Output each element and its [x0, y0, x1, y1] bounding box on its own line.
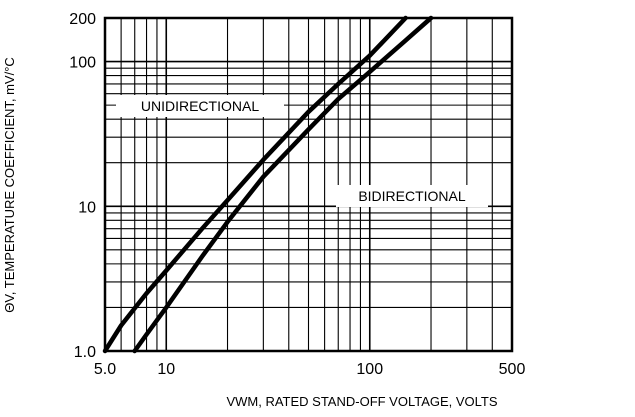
x-tick-label: 5.0	[94, 361, 116, 378]
x-tick-label: 500	[499, 361, 526, 378]
series-labels: UNIDIRECTIONAL BIDIRECTIONAL	[116, 95, 488, 207]
y-tick-label: 1.0	[74, 344, 96, 361]
y-axis-title: ΘV, TEMPERATURE COEFFICIENT, mV/°C	[2, 57, 17, 313]
grid-lines	[105, 18, 512, 351]
series-label-unidirectional: UNIDIRECTIONAL	[141, 98, 259, 114]
y-tick-label: 100	[69, 55, 96, 72]
x-axis-title: VWM, RATED STAND-OFF VOLTAGE, VOLTS	[226, 394, 497, 409]
x-tick-label: 10	[157, 361, 175, 378]
y-tick-label: 200	[69, 11, 96, 28]
y-tick-label: 10	[78, 199, 96, 216]
series-label-bidirectional: BIDIRECTIONAL	[358, 188, 466, 204]
x-tick-label: 100	[356, 361, 383, 378]
